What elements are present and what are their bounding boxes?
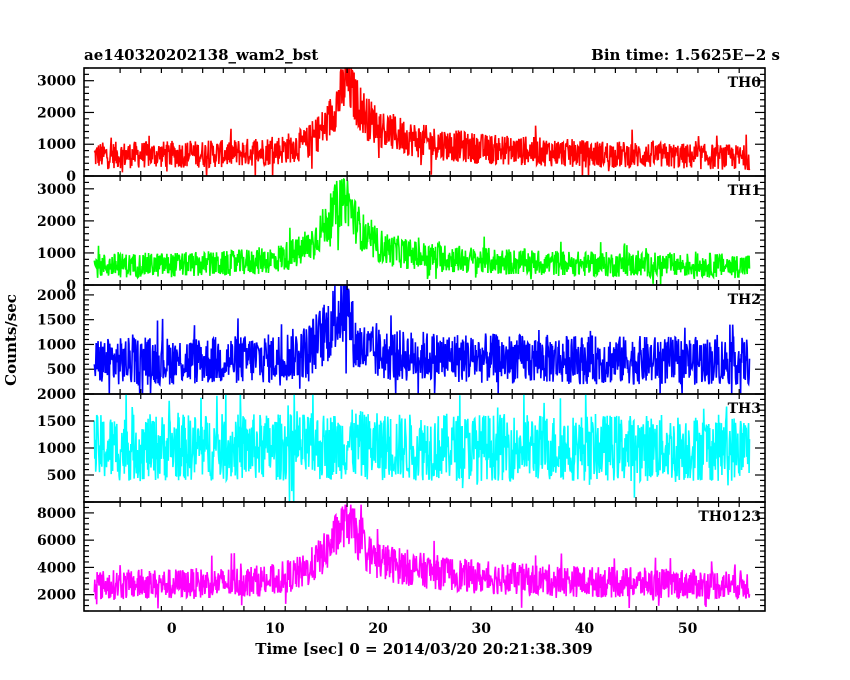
panel-th3: 500 1000 1500 2000 TH3: [37, 387, 766, 503]
y-axis-label: Counts/sec: [2, 294, 20, 386]
series-th0-line: [93, 68, 751, 176]
y-tick-label: 2000: [37, 288, 76, 304]
panel-label-th2: TH2: [728, 292, 761, 308]
panel-th0123: 2000 4000 6000 8000 TH0123: [37, 501, 766, 612]
panel-label-th0: TH0: [728, 75, 762, 91]
series-th3-line: [93, 394, 751, 502]
series-th2-line: [93, 285, 751, 394]
y-tick-label: 8000: [37, 506, 76, 522]
series-th0123-line: [93, 504, 751, 609]
panel-th1: 0 1000 2000 3000 TH1: [37, 175, 766, 294]
x-tick-label: 50: [678, 621, 698, 637]
y-tick-label: 2000: [37, 214, 76, 230]
panel-th0: 0 1000 2000 3000 TH0: [37, 67, 766, 185]
panel-label-th3: TH3: [728, 401, 761, 417]
y-tick-label: 6000: [37, 533, 76, 549]
y-tick-label: 1000: [37, 337, 76, 353]
y-tick-label: 0: [66, 278, 76, 294]
x-tick-label: 20: [368, 621, 388, 637]
y-tick-label: 500: [47, 362, 76, 378]
panel-label-th1: TH1: [728, 183, 761, 199]
y-tick-label: 1500: [37, 414, 76, 430]
panel-label-th0123: TH0123: [698, 509, 761, 525]
y-tick-label: 2000: [37, 387, 76, 403]
x-axis-label: Time [sec] 0 = 2014/03/20 20:21:38.309: [255, 640, 592, 658]
y-tick-label: 1500: [37, 313, 76, 329]
y-tick-label: 1000: [37, 246, 76, 262]
y-tick-label: 3000: [37, 74, 76, 90]
y-tick-label: 2000: [37, 588, 76, 604]
chart-title: ae140320202138_wam2_bst: [84, 46, 318, 64]
y-tick-label: 1000: [37, 441, 76, 457]
y-tick-label: 2000: [37, 105, 76, 121]
y-tick-label: 500: [47, 468, 76, 484]
y-tick-label: 4000: [37, 560, 76, 576]
y-tick-label: 1000: [37, 137, 76, 153]
bin-time-label: Bin time: 1.5625E−2 s: [591, 46, 780, 64]
y-tick-label: 3000: [37, 182, 76, 198]
x-tick-label: 10: [265, 621, 285, 637]
y-tick-label: 0: [66, 169, 76, 185]
panel-th2: 500 1000 1500 2000 TH2: [37, 284, 766, 395]
x-tick-label: 40: [575, 621, 595, 637]
x-tick-label: 30: [472, 621, 492, 637]
series-th1-line: [93, 177, 751, 285]
x-tick-label: 0: [167, 621, 177, 637]
